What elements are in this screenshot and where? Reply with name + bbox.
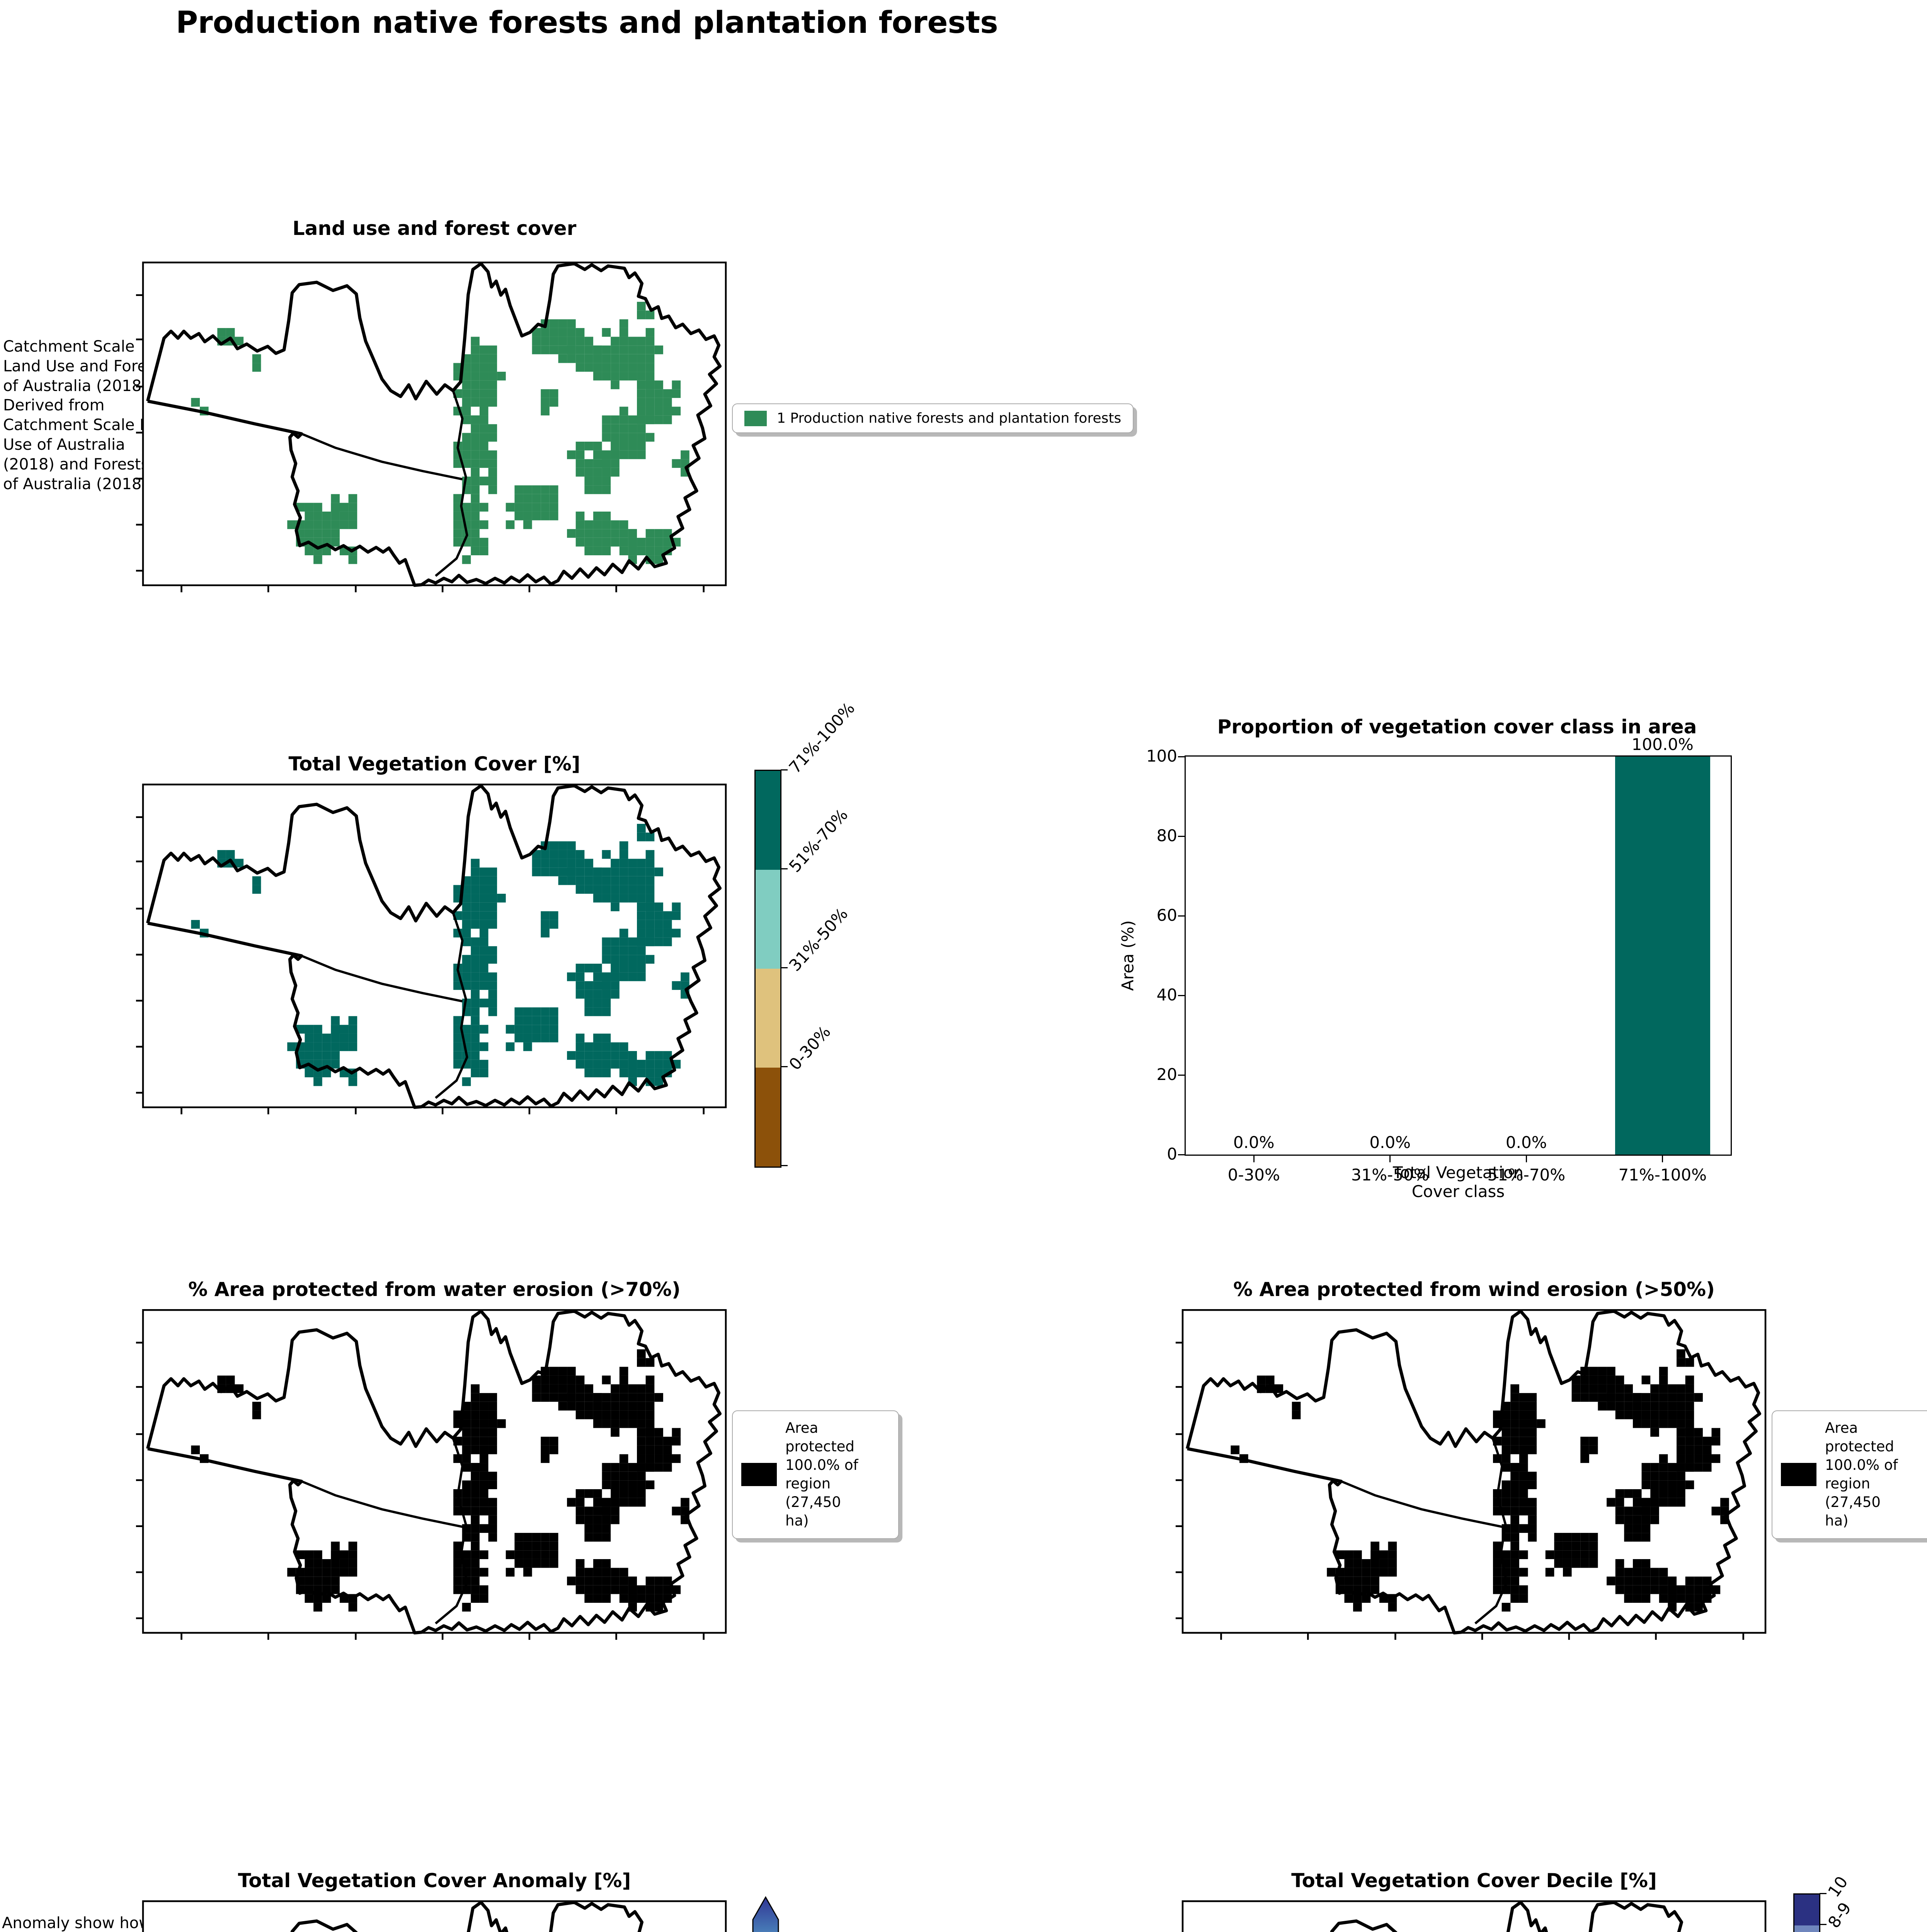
proportion-chart-title: Proportion of vegetation cover class in … bbox=[1217, 716, 1697, 738]
anomaly-title: Total Vegetation Cover Anomaly [%] bbox=[238, 1869, 631, 1892]
chart-ytick-label: 0 bbox=[1167, 1145, 1177, 1163]
internal-boundary-a bbox=[1474, 1438, 1508, 1624]
catchment-boundary bbox=[146, 262, 722, 587]
map-ticks bbox=[136, 816, 705, 1114]
chart-ylabel: Area (%) bbox=[1118, 920, 1137, 991]
veg-cover-colorbar: 71%-100% 51%-70% 31%-50% 0-30% bbox=[754, 699, 858, 1168]
chart-category-label: 0-30% bbox=[1227, 1165, 1280, 1184]
proportion-chart: 0 20 40 60 80 100 0-30% 0.0% 31%-50% 0.0% 51%-70% 0… bbox=[1118, 735, 1732, 1201]
chart-ytick-label: 80 bbox=[1156, 826, 1177, 845]
water-erosion-legend-swatch bbox=[741, 1463, 777, 1486]
decile-map bbox=[1181, 1900, 1767, 1932]
catchment-boundary bbox=[146, 784, 722, 1109]
anomaly-map bbox=[142, 1900, 727, 1932]
map-wind-canvas bbox=[1175, 1309, 1767, 1640]
map-vegcover-canvas bbox=[136, 784, 727, 1114]
map-anomaly-canvas bbox=[142, 1900, 727, 1932]
chart-value-label: 0.0% bbox=[1369, 1133, 1411, 1152]
page-title: Production native forests and plantation… bbox=[176, 5, 998, 40]
chart-ytick-label: 60 bbox=[1156, 906, 1177, 925]
decile-colorbar-label: 10 bbox=[1824, 1872, 1852, 1901]
chart-category-label: 71%-100% bbox=[1618, 1165, 1707, 1184]
map-decile-canvas bbox=[1181, 1900, 1767, 1932]
anomaly-colorbar-bar bbox=[752, 1896, 779, 1932]
veg-colorbar-label: 31%-50% bbox=[785, 904, 852, 975]
chart-value-label: 0.0% bbox=[1233, 1133, 1275, 1152]
land-use-legend-swatch bbox=[744, 410, 767, 426]
anomaly-colorbar: 20100−10−20 bbox=[752, 1896, 880, 1932]
chart-value-label: 0.0% bbox=[1505, 1133, 1547, 1152]
map-landuse-canvas bbox=[136, 262, 727, 592]
internal-boundary-a bbox=[435, 1438, 468, 1624]
chart-value-label: 100.0% bbox=[1631, 735, 1694, 754]
map-data-cells bbox=[1231, 1349, 1729, 1612]
wind-erosion-legend: Area protected 100.0% of region (27,450 … bbox=[1772, 1410, 1927, 1539]
water-erosion-map bbox=[136, 1309, 727, 1640]
decile-colorbar: 108-94-72-31 bbox=[1793, 1873, 1855, 1932]
wind-erosion-legend-swatch bbox=[1781, 1463, 1816, 1486]
wind-erosion-map bbox=[1175, 1309, 1767, 1640]
chart-category-label: 51%-70% bbox=[1487, 1165, 1566, 1184]
land-use-map bbox=[136, 262, 727, 592]
map-ticks bbox=[1175, 1342, 1744, 1640]
internal-boundary-a bbox=[435, 390, 468, 577]
water-erosion-title: % Area protected from water erosion (>70… bbox=[188, 1278, 681, 1301]
catchment-boundary bbox=[1186, 1310, 1762, 1634]
map-data-cells bbox=[191, 1349, 689, 1612]
veg-cover-map bbox=[136, 784, 727, 1114]
wind-erosion-legend-text: Area protected 100.0% of region (27,450 … bbox=[1825, 1420, 1898, 1529]
chart-ytick-label: 100 bbox=[1146, 747, 1177, 765]
internal-boundary-b bbox=[301, 1480, 463, 1528]
catchment-boundary bbox=[146, 1310, 722, 1634]
map-ticks bbox=[136, 1342, 705, 1640]
land-use-legend: 1 Production native forests and plantati… bbox=[732, 403, 1134, 433]
veg-colorbar-label: 51%-70% bbox=[785, 805, 852, 876]
veg-colorbar-label: 0-30% bbox=[785, 1022, 834, 1074]
chart-bar bbox=[1615, 757, 1710, 1155]
veg-colorbar-label: 71%-100% bbox=[785, 699, 859, 777]
decile-colorbar-bar bbox=[1793, 1893, 1820, 1932]
decile-title: Total Vegetation Cover Decile [%] bbox=[1291, 1869, 1657, 1892]
wind-erosion-title: % Area protected from wind erosion (>50%… bbox=[1233, 1278, 1715, 1301]
map-ticks bbox=[136, 294, 705, 592]
map-water-canvas bbox=[136, 1309, 727, 1640]
internal-boundary-b bbox=[301, 954, 463, 1003]
veg-colorbar-bar bbox=[754, 770, 781, 1168]
chart-category-label: 31%-50% bbox=[1351, 1165, 1429, 1184]
land-use-title: Land use and forest cover bbox=[292, 217, 577, 240]
map-data-cells bbox=[191, 824, 689, 1086]
land-use-legend-label: 1 Production native forests and plantati… bbox=[777, 410, 1122, 426]
veg-cover-title: Total Vegetation Cover [%] bbox=[288, 753, 580, 775]
internal-boundary-b bbox=[1341, 1480, 1502, 1528]
chart-ytick-label: 40 bbox=[1156, 985, 1177, 1004]
internal-boundary-a bbox=[435, 912, 468, 1099]
water-erosion-legend-text: Area protected 100.0% of region (27,450 … bbox=[785, 1420, 858, 1529]
decile-colorbar-label: 8-9 bbox=[1824, 1899, 1855, 1932]
chart-xlabel: Total Vegetation Cover class bbox=[1393, 1163, 1524, 1201]
land-use-side-note: Catchment Scale Land Use and Forests of … bbox=[3, 338, 177, 493]
internal-boundary-b bbox=[301, 432, 463, 481]
water-erosion-legend: Area protected 100.0% of region (27,450 … bbox=[732, 1410, 899, 1539]
chart-ytick-label: 20 bbox=[1156, 1065, 1177, 1084]
